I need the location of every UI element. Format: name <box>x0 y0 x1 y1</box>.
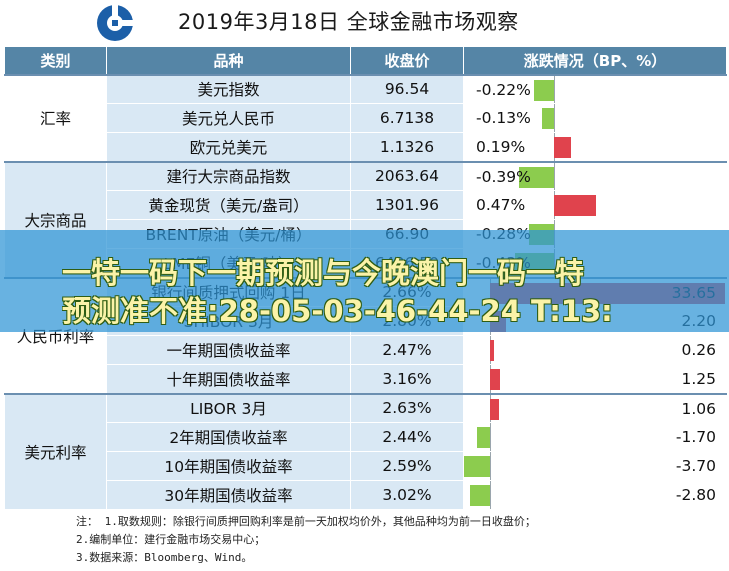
change-label: -0.39% <box>476 167 531 186</box>
footnote-line: 2.编制单位：建行金融市场交易中心； <box>76 533 266 546</box>
positive-bar <box>490 340 494 361</box>
positive-bar <box>554 195 597 216</box>
positive-bar <box>554 137 572 158</box>
change-cell: 1.25 <box>463 364 727 394</box>
positive-bar <box>490 369 500 390</box>
close-value: 2.47% <box>350 335 464 365</box>
instrument-name: 美元指数 <box>106 73 351 104</box>
category-cell: 汇率 <box>4 73 107 162</box>
instrument-name: LIBOR 3月 <box>106 392 351 423</box>
close-value: 96.54 <box>350 73 464 104</box>
instrument-name: 黄金现货（美元/盎司） <box>106 190 351 220</box>
positive-bar <box>490 398 499 420</box>
change-label: -0.13% <box>476 109 531 127</box>
change-label: 0.26 <box>681 341 716 359</box>
table-row: 美元兑人民币 6.7138 -0.13% <box>5 103 727 133</box>
instrument-name: 30年期国债收益率 <box>106 480 351 510</box>
footnote-line: 3.数据来源：Bloomberg、Wind。 <box>76 551 253 564</box>
change-label: 0.19% <box>476 138 526 156</box>
zero-axis <box>554 163 555 190</box>
instrument-name: 建行大宗商品指数 <box>106 160 351 191</box>
ad-overlay-line-1: 一特一码下一期预测与今晚澳门一码一特 <box>62 256 585 290</box>
table-header-row: 类别 品种 收盘价 涨跌情况（BP、%） <box>4 46 727 75</box>
zero-axis <box>490 452 491 480</box>
change-cell: -3.70 <box>463 451 727 481</box>
close-value: 1301.96 <box>350 190 464 220</box>
table-row: 欧元兑美元 1.1326 0.19% <box>5 132 727 162</box>
negative-bar <box>534 79 554 101</box>
table-row: 一年期国债收益率 2.47% 0.26 <box>5 335 727 365</box>
page-title: 2019年3月18日 全球金融市场观察 <box>178 10 519 34</box>
table-row: 汇率 美元指数 96.54 -0.22% <box>4 73 727 162</box>
instrument-name: 十年期国债收益率 <box>106 364 351 394</box>
close-value: 2.63% <box>350 392 464 423</box>
negative-bar <box>464 456 490 477</box>
footnote-line: 注： 1.取数规则：除银行间质押回购利率是前一天加权均价外，其他品种均为前一日收… <box>76 515 536 528</box>
instrument-name: 欧元兑美元 <box>106 132 351 162</box>
instrument-name: 一年期国债收益率 <box>106 335 351 365</box>
close-value: 6.7138 <box>350 103 464 133</box>
column-header-close: 收盘价 <box>350 46 464 75</box>
change-label: -3.70 <box>675 457 716 475</box>
instrument-name: 美元兑人民币 <box>106 103 351 133</box>
footnotes: 注： 1.取数规则：除银行间质押回购利率是前一天加权均价外，其他品种均为前一日收… <box>76 513 536 567</box>
zero-axis <box>554 104 555 132</box>
ad-overlay-line-2: 预测准不准:28-05-03-46-44-24 T:13: <box>62 294 613 328</box>
change-cell: 0.26 <box>463 335 727 365</box>
change-label: -0.22% <box>476 80 531 99</box>
table-row: 10年期国债收益率 2.59% -3.70 <box>5 451 727 481</box>
change-cell: 0.47% <box>463 190 727 220</box>
table-row: 黄金现货（美元/盎司） 1301.96 0.47% <box>5 190 727 220</box>
change-label: -2.80 <box>675 486 716 504</box>
close-value: 2.59% <box>350 451 464 481</box>
change-label: -1.70 <box>675 428 716 446</box>
change-cell: -0.22% <box>463 73 727 104</box>
negative-bar <box>470 485 490 506</box>
category-cell: 美元利率 <box>4 392 107 510</box>
change-label: 0.47% <box>476 196 526 214</box>
ccb-logo-icon <box>97 5 133 41</box>
column-header-category: 类别 <box>4 46 107 75</box>
negative-bar <box>477 427 490 448</box>
close-value: 2063.64 <box>350 160 464 191</box>
change-label: 1.25 <box>681 370 716 388</box>
zero-axis <box>554 76 555 103</box>
close-value: 1.1326 <box>350 132 464 162</box>
instrument-name: 2年期国债收益率 <box>106 422 351 452</box>
page-header: 2019年3月18日 全球金融市场观察 <box>0 0 729 44</box>
column-header-name: 品种 <box>106 46 351 75</box>
instrument-name: 10年期国债收益率 <box>106 451 351 481</box>
change-label: 1.06 <box>681 399 716 418</box>
change-cell: -0.13% <box>463 103 727 133</box>
close-value: 3.02% <box>350 480 464 510</box>
negative-bar <box>518 166 554 188</box>
change-cell: -2.80 <box>463 480 727 510</box>
change-cell: 0.19% <box>463 132 727 162</box>
column-header-change: 涨跌情况（BP、%） <box>463 46 727 75</box>
table-row: 十年期国债收益率 3.16% 1.25 <box>5 364 727 394</box>
change-cell: -1.70 <box>463 422 727 452</box>
change-cell: -0.39% <box>463 160 727 191</box>
close-value: 2.44% <box>350 422 464 452</box>
zero-axis <box>490 423 491 451</box>
table-row: 30年期国债收益率 3.02% -2.80 <box>5 480 727 510</box>
ad-overlay-banner[interactable]: 一特一码下一期预测与今晚澳门一码一特 预测准不准:28-05-03-46-44-… <box>0 230 729 332</box>
change-cell: 1.06 <box>463 392 727 423</box>
close-value: 3.16% <box>350 364 464 394</box>
zero-axis <box>490 481 491 509</box>
negative-bar <box>542 108 554 129</box>
table-row: 大宗商品 建行大宗商品指数 2063.64 -0.39% <box>4 160 727 278</box>
table-row: 2年期国债收益率 2.44% -1.70 <box>5 422 727 452</box>
table-row: 美元利率 LIBOR 3月 2.63% 1.06 <box>4 392 727 510</box>
